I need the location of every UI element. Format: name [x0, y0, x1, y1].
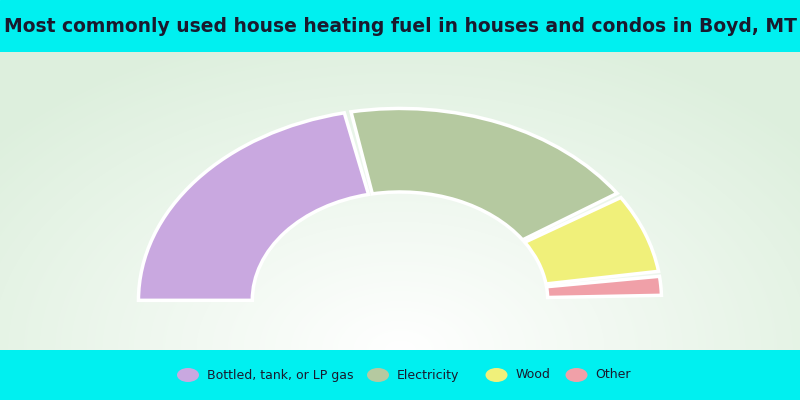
Ellipse shape [177, 368, 199, 382]
Ellipse shape [367, 368, 389, 382]
Ellipse shape [486, 368, 507, 382]
Wedge shape [546, 276, 662, 298]
Wedge shape [525, 198, 658, 284]
Text: Bottled, tank, or LP gas: Bottled, tank, or LP gas [207, 368, 354, 382]
Wedge shape [351, 108, 617, 240]
Text: Other: Other [595, 368, 631, 382]
Text: City-Data.com: City-Data.com [678, 55, 762, 68]
Text: Wood: Wood [515, 368, 550, 382]
Ellipse shape [566, 368, 587, 382]
Wedge shape [138, 113, 369, 300]
Text: Electricity: Electricity [397, 368, 459, 382]
Text: Most commonly used house heating fuel in houses and condos in Boyd, MT: Most commonly used house heating fuel in… [3, 16, 797, 36]
